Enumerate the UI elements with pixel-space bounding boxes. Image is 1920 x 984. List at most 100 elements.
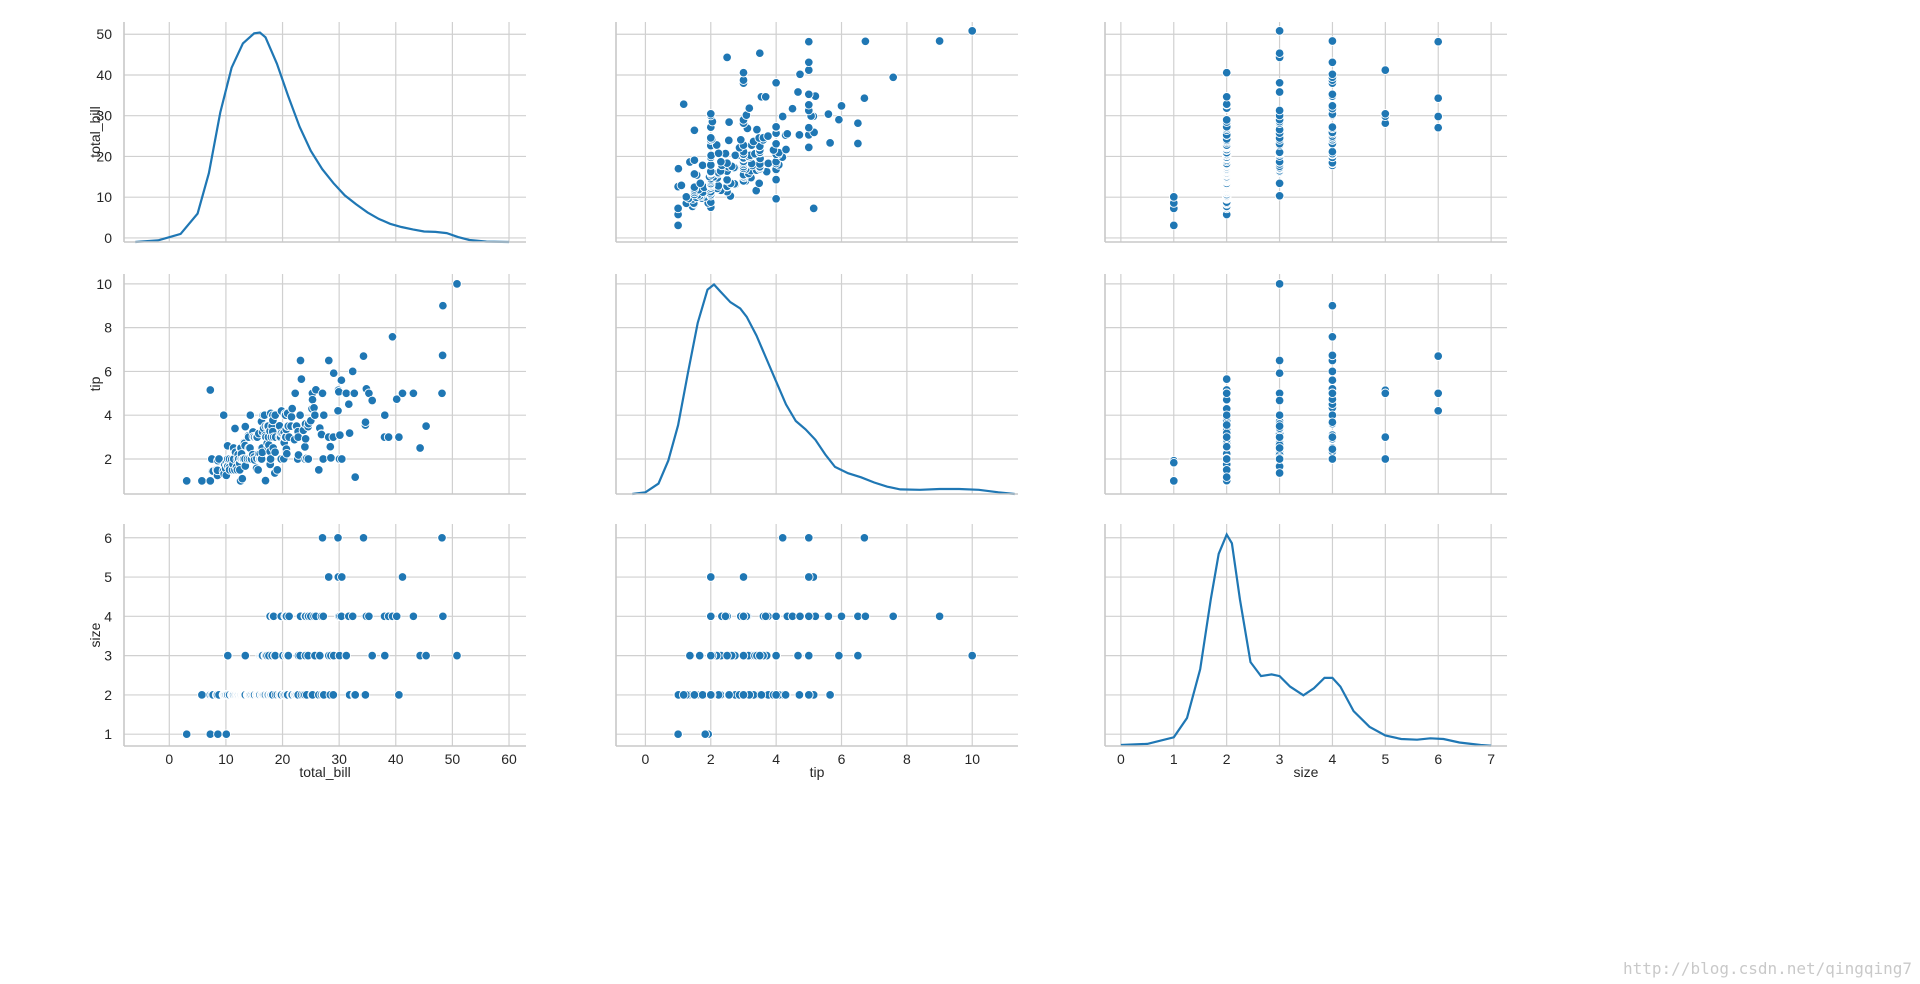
scatter-point — [223, 650, 233, 661]
scatter-point — [283, 650, 294, 661]
scatter-point — [716, 157, 726, 167]
scatter-point — [934, 611, 945, 622]
scatter-point — [967, 26, 977, 36]
scatter-point — [771, 78, 781, 88]
panel-size-vs-size: 0 1 2 3 4 5 6 7 size — [1104, 524, 1507, 780]
scatter-point — [780, 690, 791, 700]
scatter-point — [860, 36, 871, 47]
scatter-point — [1274, 395, 1285, 406]
scatter-point — [1433, 406, 1443, 416]
scatter-point — [823, 109, 834, 119]
x-axis-label-tip: tip — [810, 764, 825, 780]
scatter-point — [253, 465, 263, 475]
scatter-point — [1221, 454, 1232, 464]
scatter-point — [777, 533, 788, 543]
scatter-point — [324, 355, 334, 366]
scatter-point — [205, 476, 216, 486]
scatter-point — [1274, 368, 1285, 378]
scatter-point — [859, 93, 870, 103]
scatter-point — [438, 611, 448, 622]
x-axis-label-size: size — [1294, 764, 1319, 780]
y-axis-label-size: size — [87, 622, 103, 647]
scatter-point — [1221, 374, 1232, 384]
scatter-point — [349, 388, 360, 399]
scatter-point — [771, 194, 781, 204]
scatter-point — [1327, 300, 1338, 311]
y-tick-label: 4 — [104, 608, 112, 624]
y-tick-label: 10 — [96, 189, 112, 205]
scatter-point — [1327, 417, 1338, 427]
scatter-point — [700, 729, 710, 739]
scatter-point — [713, 148, 724, 159]
panel-tip-vs-tip — [615, 274, 1018, 496]
scatter-point — [317, 533, 328, 543]
scatter-point — [335, 430, 345, 440]
scatter-point — [738, 650, 749, 661]
y-axis-label-tip: tip — [87, 376, 103, 391]
scatter-point — [706, 690, 716, 700]
scatter-point — [421, 421, 431, 431]
scatter-point — [853, 650, 863, 661]
scatter-point — [1169, 457, 1179, 468]
x-tick-label: 10 — [218, 751, 234, 767]
scatter-point — [270, 447, 280, 457]
scatter-point — [1327, 146, 1338, 157]
scatter-point — [825, 690, 835, 700]
scatter-point — [437, 350, 448, 361]
x-tick-label: 50 — [445, 751, 461, 767]
scatter-point — [825, 138, 835, 148]
scatter-point — [752, 124, 762, 135]
scatter-point — [736, 135, 746, 145]
scatter-point — [437, 533, 447, 543]
scatter-point — [706, 109, 716, 119]
scatter-point — [808, 203, 819, 214]
scatter-point — [1221, 472, 1232, 482]
x-tick-label: 0 — [165, 751, 173, 767]
scatter-point — [1433, 122, 1443, 133]
scatter-point — [408, 388, 419, 399]
scatter-point — [1221, 115, 1232, 125]
scatter-point — [300, 442, 310, 452]
y-tick-label: 40 — [96, 67, 112, 83]
scatter-point — [1274, 191, 1285, 201]
x-tick-label: 7 — [1487, 751, 1495, 767]
scatter-point — [836, 611, 847, 622]
scatter-point — [967, 650, 977, 661]
scatter-point — [823, 611, 834, 622]
kde-curve-size — [1120, 532, 1492, 747]
scatter-point — [724, 117, 734, 127]
scatter-point — [1380, 432, 1391, 442]
scatter-point — [771, 174, 781, 185]
scatter-point — [793, 650, 803, 661]
scatter-point — [678, 99, 689, 109]
scatter-point — [804, 100, 814, 110]
scatter-point — [197, 690, 207, 700]
scatter-point — [1380, 109, 1391, 119]
scatter-point — [724, 135, 734, 146]
scatter-point — [720, 611, 731, 622]
scatter-point — [804, 690, 814, 700]
scatter-point — [1433, 36, 1443, 47]
scatter-point — [793, 87, 803, 97]
scatter-point — [394, 690, 404, 700]
scatter-point — [804, 650, 814, 661]
x-tick-label: 6 — [838, 751, 846, 767]
scatter-point — [1274, 87, 1285, 97]
scatter-point — [1433, 111, 1443, 122]
scatter-point — [804, 57, 814, 68]
watermark-text: http://blog.csdn.net/qingqing7 — [1623, 959, 1912, 978]
scatter-point — [341, 650, 352, 661]
scatter-point — [724, 690, 734, 700]
scatter-point — [763, 131, 773, 141]
panel-tip-vs-size — [1104, 274, 1507, 495]
scatter-point — [314, 465, 324, 475]
scatter-point — [438, 300, 448, 311]
scatter-point — [397, 572, 408, 582]
x-tick-label: 6 — [1434, 751, 1442, 767]
y-axis-label-total_bill: total_bill — [87, 106, 103, 157]
scatter-point — [706, 650, 716, 661]
y-tick-label: 2 — [104, 687, 112, 703]
scatter-point — [315, 650, 325, 661]
scatter-point — [755, 650, 765, 661]
kde-curve-tip — [632, 282, 1015, 496]
